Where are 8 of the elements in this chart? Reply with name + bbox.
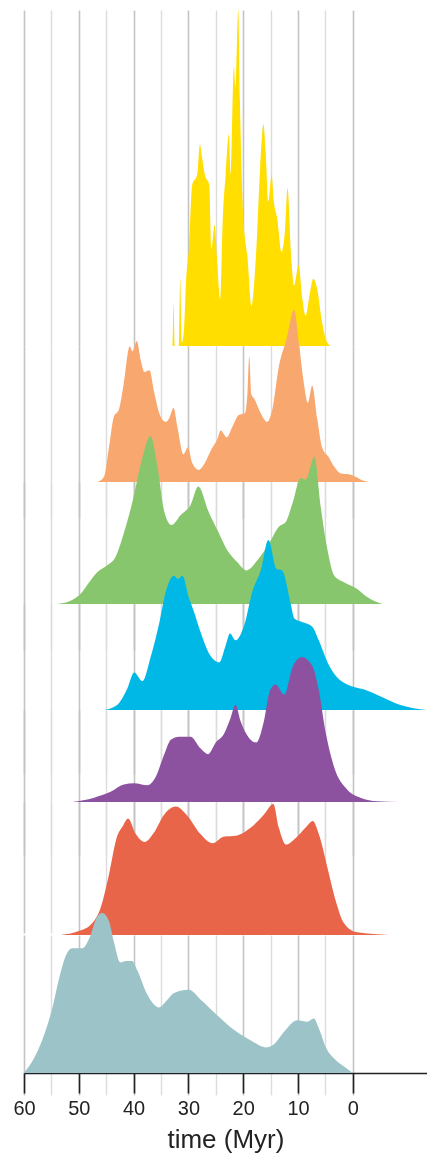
x-tick-label: 10 bbox=[287, 1097, 310, 1120]
x-tick-label: 50 bbox=[68, 1097, 91, 1120]
x-tick-label: 30 bbox=[177, 1097, 201, 1120]
x-tick-label: 40 bbox=[122, 1097, 146, 1120]
x-tick-label: 0 bbox=[347, 1097, 359, 1120]
x-axis-title: time (Myr) bbox=[167, 1124, 285, 1155]
x-tick-label: 20 bbox=[232, 1097, 255, 1120]
x-tick-label: 60 bbox=[13, 1097, 36, 1120]
